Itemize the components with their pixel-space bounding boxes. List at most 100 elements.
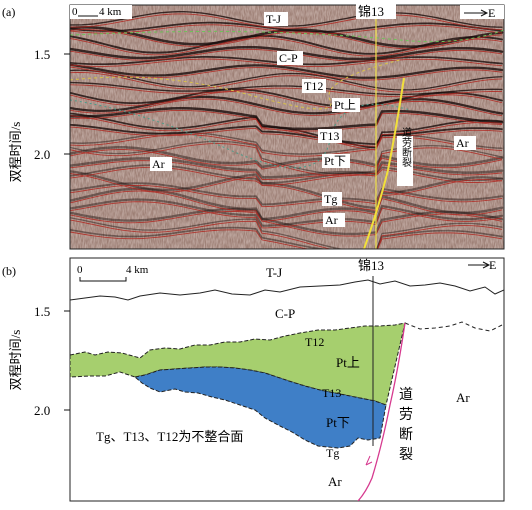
tag-t13-a: T13 [320, 129, 339, 143]
panel-a-frame [69, 4, 505, 250]
well-label-a: 锦13 [358, 4, 384, 19]
tag-tj-a: T-J [266, 12, 281, 26]
scale-zero-a: 0 [72, 6, 78, 18]
panel-a-label: (a) [2, 5, 15, 19]
fault-motion-arrow-icon [365, 455, 373, 466]
well-label-b: 锦13 [358, 258, 384, 273]
y-tick-label-a-2: 2.0 [34, 147, 50, 162]
reflector-band [70, 112, 503, 149]
fault-char-4: 裂 [399, 447, 413, 463]
reflector-band-red [70, 190, 503, 222]
reflector-band-red [70, 210, 503, 237]
reflector-band-red [70, 229, 503, 249]
reflector-band-red [70, 115, 503, 151]
horizon-t12-trace [70, 59, 401, 110]
reflector-band [70, 63, 504, 79]
tag-tg-a: Tg [324, 192, 337, 206]
unit-label-ar-right: Ar [456, 390, 470, 405]
reflector-band-red [70, 29, 503, 50]
horizon-tj-trace [70, 29, 504, 43]
direction-label-b: E [489, 258, 496, 272]
horizon-tj [70, 279, 504, 301]
unconformity-note: Tg、T13、T12为不整合面 [96, 429, 243, 444]
panel-a: (a) 0 4 km 锦13 E [2, 3, 505, 250]
unit-label-cp: C-P [275, 306, 295, 321]
y-axis-label-a: 双程时间/s [8, 122, 23, 183]
reflector-band-red [70, 24, 503, 35]
tag-bg [277, 51, 303, 65]
tag-pt-lower-a: Pt下 [324, 154, 346, 168]
reflector-band [70, 26, 504, 48]
reflector-band [70, 164, 503, 184]
reflector-band-red [70, 84, 503, 98]
reflector-band [70, 146, 504, 169]
reflector-band [70, 198, 504, 227]
reflector-band-red [70, 91, 503, 110]
tag-pt-upper-a: Pt上 [334, 98, 356, 112]
panel-b: (b) 0 4 km 锦13 E 双程时间/s [2, 257, 505, 502]
tag-bg [322, 192, 342, 206]
reflector-band-red [70, 37, 503, 57]
reflector-band [70, 187, 504, 221]
reflector-band [70, 226, 503, 249]
unit-pt-lower [133, 366, 387, 449]
reflector-band-red [70, 72, 503, 93]
direction-label-a: E [488, 6, 495, 20]
arrow-head-icon [482, 261, 491, 269]
reflector-band [70, 123, 503, 146]
horizon-t13-trace [70, 99, 411, 169]
tag-bg [150, 157, 172, 171]
unit-label-tj: T-J [266, 265, 282, 280]
unit-label-t13: T13 [322, 386, 341, 400]
unit-label-pt-upper: Pt上 [336, 355, 360, 370]
tag-ar-bottom-a: Ar [325, 213, 338, 227]
unit-label-pt-lower: Pt下 [326, 415, 350, 430]
scale-km-a: 4 km [99, 6, 122, 18]
reflector-band [70, 131, 503, 155]
scale-bar-b [79, 277, 127, 282]
tag-bg [318, 129, 342, 143]
fault-char-1: 道 [399, 387, 413, 403]
fault-line-b [357, 322, 406, 501]
y-tick-label-b-1: 1.5 [34, 304, 50, 319]
y-tick-label-b-2: 2.0 [34, 403, 50, 418]
reflector-band-red [70, 166, 503, 186]
reflector-band-red [70, 149, 503, 170]
reflector-band [70, 95, 504, 115]
reflector-band-red [70, 13, 503, 30]
direction-bg-a [460, 5, 504, 19]
tag-bg [332, 98, 360, 112]
well-label-bg-a [356, 3, 396, 19]
reflector-band [70, 88, 503, 108]
reflector-band-red [70, 219, 503, 249]
fault-char-3: 断 [399, 427, 413, 443]
scale-zero-b: 0 [77, 264, 83, 276]
unit-label-tg: Tg [326, 446, 339, 460]
tag-ar-right-a: Ar [456, 136, 469, 150]
reflector-band-red [70, 173, 503, 211]
reflector-band-red [70, 126, 503, 147]
tag-bg [264, 12, 288, 26]
reflector-band [70, 34, 503, 55]
scale-km-b: 4 km [126, 264, 149, 276]
reflector-band-red [70, 58, 503, 68]
tag-bg [454, 136, 476, 150]
reflector-band-red [70, 98, 503, 117]
tag-bg [322, 154, 350, 168]
fault-label-a: 道劳断裂 [400, 126, 412, 168]
fault-char-2: 劳 [399, 407, 413, 423]
tag-ar-left-a: Ar [152, 157, 165, 171]
reflector-band-red [70, 184, 503, 208]
reflector-band [70, 157, 504, 179]
horizon-t12-east [404, 321, 504, 332]
reflector-band [70, 208, 504, 236]
y-tick-label-a-1: 1.5 [34, 47, 50, 62]
tag-bg [323, 213, 345, 227]
reflector-band [70, 217, 503, 249]
reflector-band [70, 182, 503, 206]
unit-label-ar-bottom: Ar [328, 474, 342, 489]
fault-line-a [363, 77, 405, 249]
arrow-head-icon [480, 9, 489, 17]
panel-b-label: (b) [2, 264, 16, 278]
